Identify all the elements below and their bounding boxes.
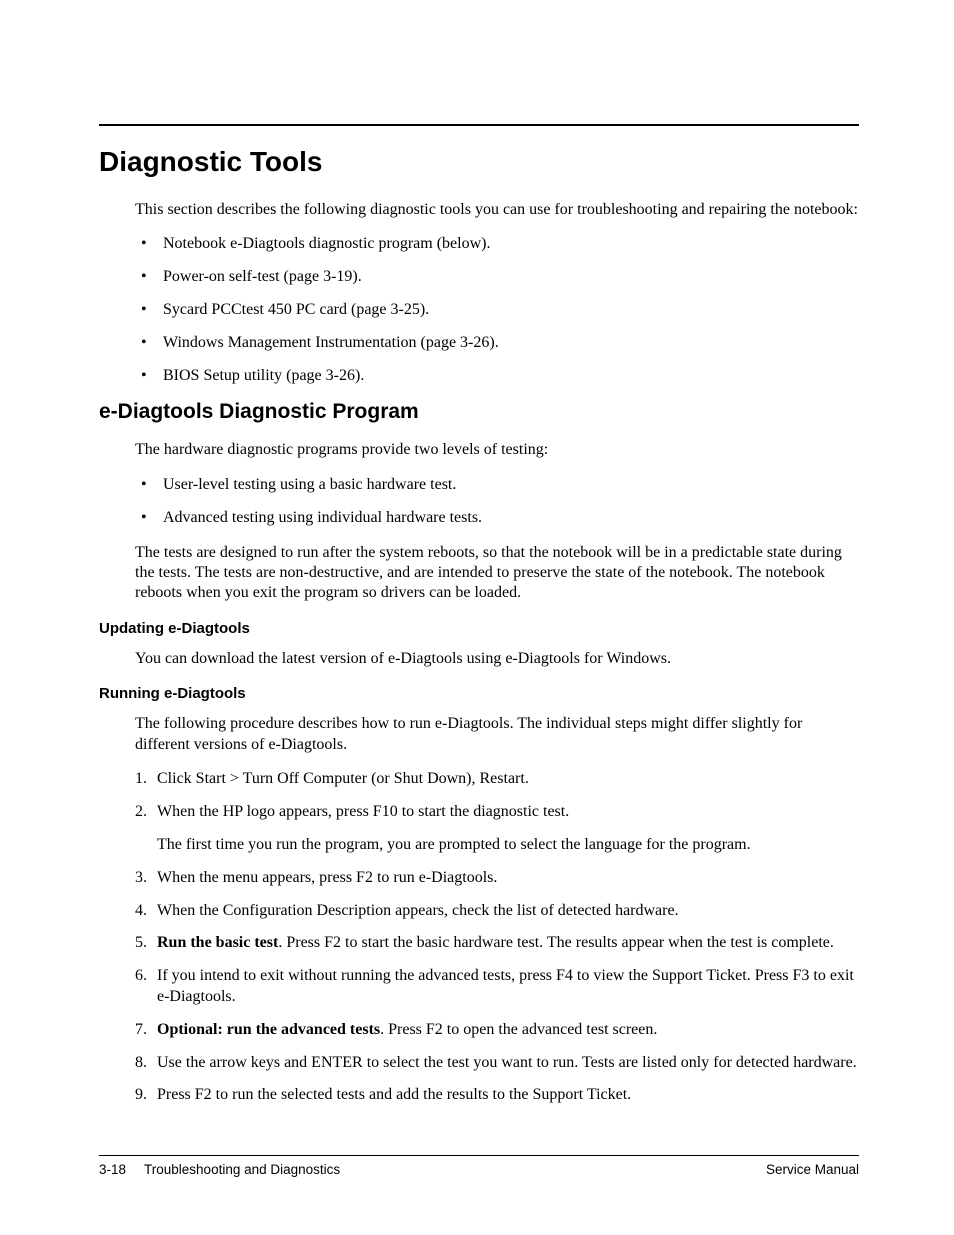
updating-heading: Updating e-Diagtools — [99, 620, 859, 637]
step-item: Use the arrow keys and ENTER to select t… — [135, 1053, 859, 1074]
list-item: Power-on self-test (page 3-19). — [135, 267, 859, 288]
top-rule — [99, 124, 859, 126]
step-bold: Optional: run the advanced tests — [157, 1021, 380, 1038]
footer-page-number: 3-18 — [99, 1162, 126, 1177]
step-item: Optional: run the advanced tests. Press … — [135, 1020, 859, 1041]
steps-list: Click Start > Turn Off Computer (or Shut… — [135, 769, 859, 1106]
list-item: Advanced testing using individual hardwa… — [135, 508, 859, 529]
step-item: Click Start > Turn Off Computer (or Shut… — [135, 769, 859, 790]
section2-bullet-list: User-level testing using a basic hardwar… — [135, 475, 859, 529]
section2-paragraph: The tests are designed to run after the … — [135, 543, 859, 604]
step-item: Run the basic test. Press F2 to start th… — [135, 933, 859, 954]
step-item: When the Configuration Description appea… — [135, 901, 859, 922]
list-item: User-level testing using a basic hardwar… — [135, 475, 859, 496]
footer-doc-title: Service Manual — [766, 1162, 859, 1177]
step-item: When the HP logo appears, press F10 to s… — [135, 802, 859, 856]
intro-paragraph: This section describes the following dia… — [135, 200, 859, 220]
step-item: When the menu appears, press F2 to run e… — [135, 868, 859, 889]
step-text: . Press F2 to start the basic hardware t… — [278, 934, 834, 951]
list-item: Sycard PCCtest 450 PC card (page 3-25). — [135, 300, 859, 321]
section2-intro: The hardware diagnostic programs provide… — [135, 440, 859, 460]
running-intro: The following procedure describes how to… — [135, 714, 859, 755]
footer-section: Troubleshooting and Diagnostics — [144, 1162, 340, 1177]
page-footer: 3-18 Troubleshooting and Diagnostics Ser… — [99, 1155, 859, 1177]
running-heading: Running e-Diagtools — [99, 685, 859, 702]
step-subtext: The first time you run the program, you … — [157, 835, 859, 856]
step-item: If you intend to exit without running th… — [135, 966, 859, 1008]
intro-bullet-list: Notebook e-Diagtools diagnostic program … — [135, 234, 859, 386]
page-title: Diagnostic Tools — [99, 146, 859, 178]
updating-paragraph: You can download the latest version of e… — [135, 649, 859, 669]
step-text: . Press F2 to open the advanced test scr… — [380, 1021, 657, 1038]
list-item: Windows Management Instrumentation (page… — [135, 333, 859, 354]
step-bold: Run the basic test — [157, 934, 278, 951]
step-item: Press F2 to run the selected tests and a… — [135, 1085, 859, 1106]
footer-rule — [99, 1155, 859, 1156]
list-item: Notebook e-Diagtools diagnostic program … — [135, 234, 859, 255]
list-item: BIOS Setup utility (page 3-26). — [135, 366, 859, 387]
step-text: When the HP logo appears, press F10 to s… — [157, 803, 569, 820]
section-heading: e-Diagtools Diagnostic Program — [99, 400, 859, 424]
